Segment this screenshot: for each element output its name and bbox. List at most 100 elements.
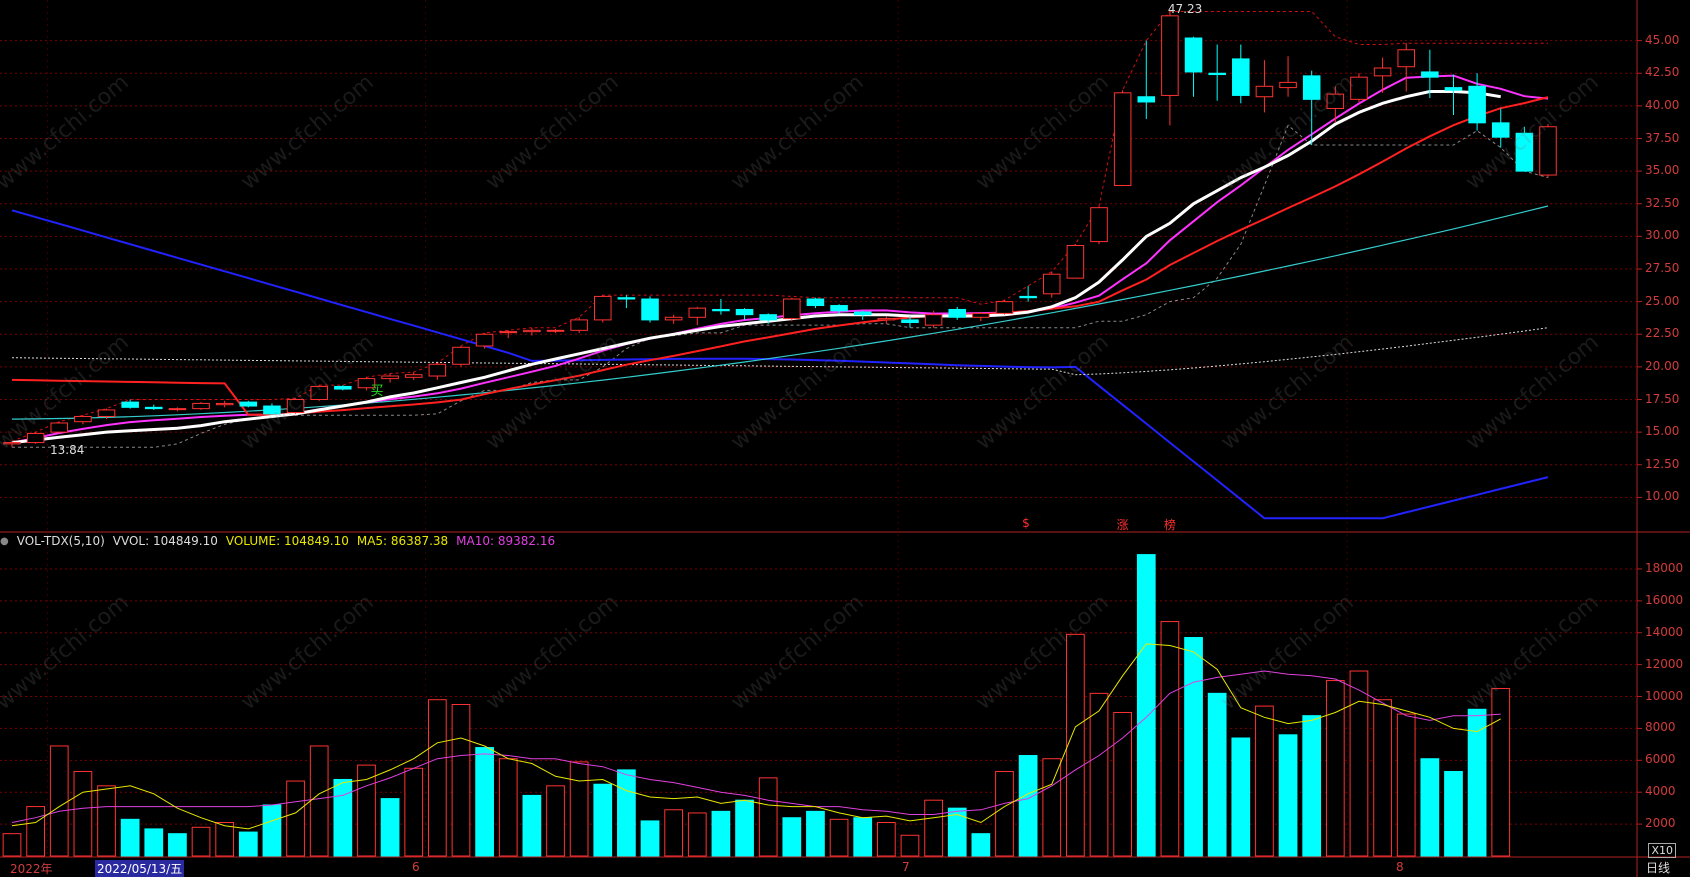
candle-body [1444, 87, 1463, 91]
candle-body [1397, 49, 1415, 68]
volume-tick-label: 16000 [1645, 592, 1684, 607]
candle-body [546, 329, 565, 332]
candle [972, 312, 990, 322]
candle-body [263, 405, 281, 415]
candle-body [1161, 15, 1179, 96]
volume-bar [309, 745, 329, 857]
candle [74, 415, 92, 425]
volume-bar [593, 783, 613, 857]
candle [3, 441, 21, 448]
volume-chart [2, 554, 1511, 857]
price-tick-label: 10.00 [1645, 489, 1680, 504]
volume-bar [451, 704, 471, 857]
volume-bar [1042, 758, 1062, 857]
candle [97, 408, 116, 420]
candle [948, 306, 967, 320]
volume-bar [1231, 737, 1251, 857]
volume-bar [806, 810, 825, 857]
candle-body [995, 301, 1014, 314]
vol-ma10-value: MA10: 89382.16 [456, 534, 556, 548]
candle-body [404, 374, 423, 378]
candle-body [452, 346, 470, 365]
date-selected-label: 2022/05/13/五 [95, 860, 185, 877]
volume-bar [947, 807, 967, 857]
candle [1232, 44, 1250, 104]
candle-body [1421, 71, 1439, 78]
price-tick-label: 32.50 [1645, 195, 1680, 210]
volume-bar [900, 834, 920, 857]
volume-bar [49, 745, 69, 857]
candle [1113, 90, 1132, 186]
volume-bar [1066, 633, 1085, 857]
volume-bar [26, 806, 45, 857]
volume-value: VOLUME: 104849.10 [225, 534, 349, 548]
period-button[interactable]: 日线 [1640, 858, 1676, 877]
candle [192, 402, 210, 410]
candle [688, 306, 707, 326]
candle-body [74, 415, 92, 423]
volume-bar [1325, 680, 1345, 857]
candle [759, 313, 777, 324]
candle [334, 385, 352, 391]
price-tick-label: 25.00 [1645, 293, 1680, 308]
candle-body [853, 311, 872, 316]
volume-bar [640, 820, 660, 857]
candle-body [972, 312, 990, 318]
volume-bar [144, 828, 164, 857]
candle [570, 317, 588, 333]
candle [1302, 70, 1321, 146]
vol-indicator-name[interactable]: VOL-TDX(5,10) [16, 534, 105, 548]
volume-bar [522, 794, 542, 857]
volume-bar [711, 810, 731, 857]
candle-body [475, 333, 494, 347]
candle-body [499, 331, 518, 334]
price-tick-label: 37.50 [1645, 130, 1680, 145]
volume-bar [404, 767, 424, 857]
volume-ma10-line [11, 670, 1501, 823]
volume-bar [569, 761, 589, 857]
candle-body [1184, 37, 1203, 73]
candle [617, 295, 636, 309]
candle [452, 345, 470, 367]
candle [1539, 124, 1557, 178]
candle-body [239, 401, 258, 407]
candle [995, 300, 1014, 315]
volume-tick-label: 18000 [1645, 560, 1684, 575]
candle-body [712, 308, 730, 312]
candle [830, 304, 848, 314]
ma-line-white [11, 90, 1501, 445]
volume-bar [1136, 554, 1156, 857]
volume-bar [1467, 708, 1487, 857]
collapse-icon[interactable]: ● [0, 535, 9, 547]
volume-tick-label: 10000 [1645, 688, 1684, 703]
candle [593, 295, 612, 323]
volume-bar [1396, 713, 1416, 857]
volume-bar [664, 809, 684, 857]
ma-line-blue [11, 209, 1549, 520]
candle [499, 330, 518, 339]
ma-line-cyan [11, 205, 1549, 420]
candle-body [121, 401, 139, 408]
candle-body [523, 329, 541, 333]
volume-bar [191, 826, 211, 857]
candle [215, 400, 234, 408]
volume-bar [427, 699, 447, 857]
date-year-label: 2022年 [10, 862, 53, 876]
candle-body [783, 298, 801, 320]
vol-ma5-value: MA5: 86387.38 [356, 534, 449, 548]
candle [1161, 11, 1179, 126]
candle-body [1539, 126, 1557, 176]
candle [641, 296, 659, 323]
volume-bar [73, 770, 93, 857]
scale-badge[interactable]: X10 [1648, 843, 1676, 858]
candle [475, 332, 494, 349]
candle [877, 315, 896, 324]
candle [664, 314, 683, 324]
candle-body [428, 363, 447, 377]
candle-body [334, 385, 352, 390]
candle [924, 310, 943, 328]
candle [1397, 43, 1415, 92]
candle [310, 385, 328, 401]
